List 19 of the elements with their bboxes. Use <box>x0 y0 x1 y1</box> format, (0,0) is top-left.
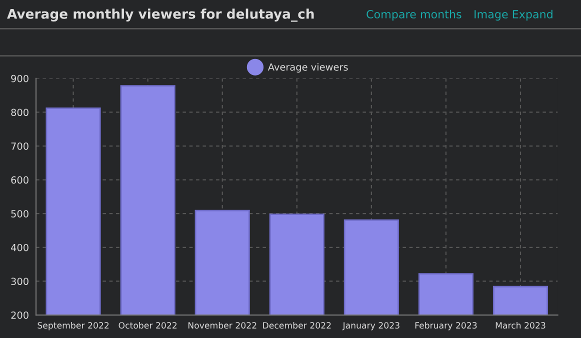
text: Compare months <box>366 10 462 21</box>
x-tick-label: November 2022 <box>188 322 256 329</box>
y-tick-label: 700 <box>11 142 28 150</box>
y-tick-label: 500 <box>11 210 28 218</box>
text: Image Expand <box>474 10 552 21</box>
x-tick-label: September 2022 <box>38 322 109 330</box>
y-tick-label: 200 <box>11 311 28 319</box>
y-tick-label: 900 <box>11 74 28 82</box>
x-tick-label: December 2022 <box>263 322 331 329</box>
legend-label: Average viewers <box>268 63 348 73</box>
y-tick-label: 300 <box>11 278 28 286</box>
chart-title: Average monthly viewers for delutaya_ch <box>7 8 314 22</box>
x-tick-label: March 2023 <box>496 322 546 329</box>
x-tick-label: January 2023 <box>342 322 400 330</box>
x-tick-label: February 2023 <box>415 322 477 330</box>
y-tick-label: 800 <box>11 108 28 116</box>
x-tick-label: October 2022 <box>118 322 177 329</box>
y-tick-label: 600 <box>11 176 28 184</box>
y-tick-label: 400 <box>10 244 28 252</box>
